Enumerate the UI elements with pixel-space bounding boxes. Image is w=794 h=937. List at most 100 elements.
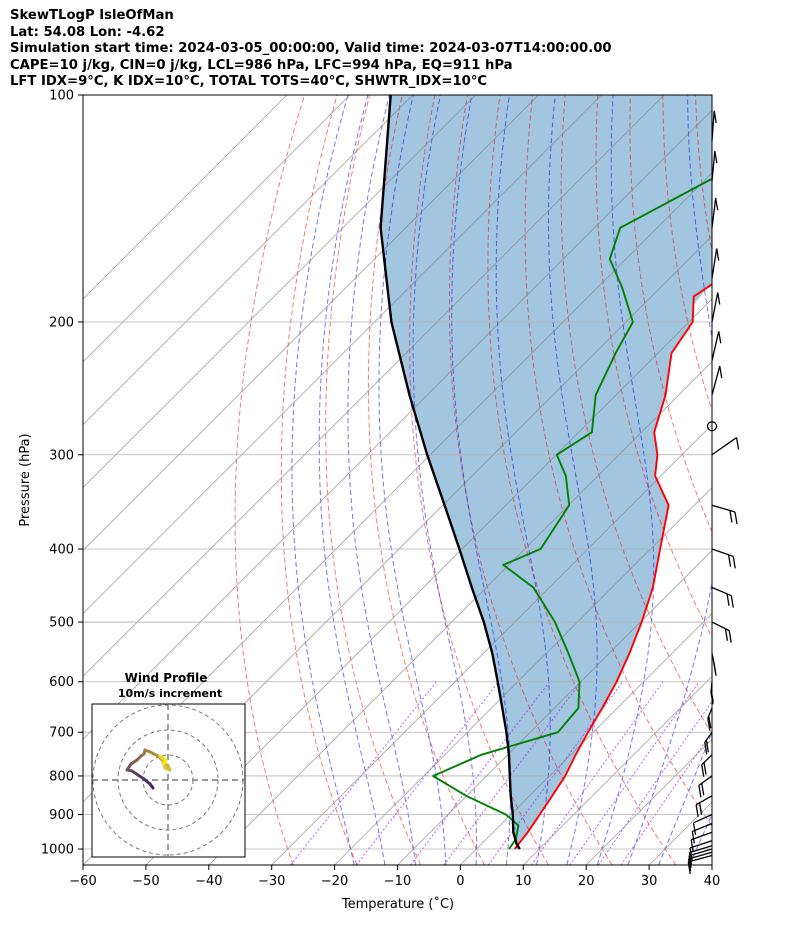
- barb-shaft: [711, 437, 737, 456]
- barb-shaft: [711, 331, 720, 361]
- y-tick-label: 300: [49, 448, 74, 463]
- y-tick-label: 1000: [41, 843, 74, 858]
- barb-shaft: [689, 840, 713, 849]
- dry-adiabat: [280, 95, 358, 865]
- barb-flag: [724, 628, 729, 641]
- wind-barb: [690, 831, 713, 852]
- x-tick-label: −50: [132, 874, 159, 889]
- y-tick-label: 400: [49, 542, 74, 557]
- wind-barb: [689, 840, 713, 860]
- barb-flag: [727, 554, 732, 567]
- wind-barb: [701, 754, 713, 777]
- dry-adiabat: [662, 95, 712, 413]
- barb-flag: [732, 556, 736, 569]
- barb-shaft: [688, 854, 713, 863]
- wind-barb: [695, 795, 713, 817]
- dry-adiabat: [560, 95, 712, 736]
- barb-shaft: [690, 831, 713, 841]
- grid-lines: [83, 95, 712, 865]
- dry-adiabat: [487, 95, 677, 865]
- wind-barb: [687, 854, 713, 875]
- barb-flag: [687, 861, 691, 875]
- inset-title: Wind Profile: [125, 671, 208, 685]
- isotherm: [208, 361, 712, 865]
- barb-shaft: [711, 504, 736, 513]
- barb-flag: [691, 831, 695, 844]
- axes: −60 −50 −40 −30 −20 −10 0 10 20 30 40 1000 900 800 700…: [41, 89, 720, 890]
- wind-barb: [711, 548, 736, 569]
- barb-flag: [692, 822, 697, 835]
- wind-barb: [711, 292, 721, 323]
- barb-flag: [717, 292, 721, 305]
- hodograph: [92, 704, 245, 857]
- barb-flag: [726, 593, 730, 606]
- barb-flag: [735, 437, 740, 450]
- wind-barb: [707, 707, 713, 731]
- barb-flag: [718, 331, 722, 344]
- moist-adiabat: [378, 95, 447, 865]
- isotherm: [83, 95, 413, 426]
- barb-shaft: [698, 775, 713, 786]
- cape-fill: [380, 95, 712, 849]
- barb-flag: [716, 248, 720, 261]
- barb-flag: [719, 365, 723, 379]
- barb-flag: [703, 762, 707, 775]
- mixing-ratio-line: [487, 681, 624, 865]
- barb-shaft: [711, 248, 718, 279]
- dry-adiabat: [234, 95, 305, 865]
- mixing-ratio-line: [569, 681, 700, 865]
- moist-adiabat: [658, 730, 712, 865]
- barb-flag: [715, 197, 719, 211]
- dry-adiabat: [325, 95, 422, 865]
- x-tick-label: 20: [578, 874, 595, 889]
- y-tick-label: 200: [49, 315, 74, 330]
- dry-adiabat: [761, 95, 794, 865]
- wind-barbs: [687, 110, 740, 875]
- wind-barb: [698, 775, 713, 798]
- moist-adiabat: [318, 95, 386, 865]
- calm-circle: [706, 421, 718, 432]
- wind-barb: [711, 331, 722, 361]
- chart-header: SkewTLogP IsleOfMan Lat: 54.08 Lon: -4.6…: [10, 8, 612, 91]
- barb-flag: [698, 802, 703, 815]
- barb-shaft: [711, 292, 719, 323]
- wind-barb: [691, 822, 713, 844]
- dry-adiabat: [409, 95, 549, 865]
- wind-barb: [711, 504, 738, 525]
- moist-adiabat: [291, 95, 355, 865]
- barb-shaft: [692, 822, 713, 833]
- parcel-line: [379, 95, 521, 850]
- barb-shaft: [711, 365, 721, 396]
- isotherm: [711, 864, 712, 865]
- barb-flag: [712, 661, 717, 674]
- barb-flag: [708, 715, 712, 729]
- cape-line: CAPE=10 j/kg, CIN=0 j/kg, LCL=986 hPa, L…: [10, 57, 513, 73]
- plot-area: [83, 95, 794, 865]
- index-line: LFT IDX=9°C, K IDX=10°C, TOTAL TOTS=40°C…: [10, 74, 488, 89]
- isotherm: [523, 675, 712, 865]
- moist-adiabat: [596, 95, 655, 865]
- isotherm: [83, 95, 539, 552]
- barb-flag: [730, 595, 734, 608]
- wind-barb: [688, 848, 713, 868]
- y-tick-label: 900: [49, 808, 74, 823]
- barb-shaft: [711, 197, 717, 228]
- barb-flag: [729, 510, 733, 523]
- isotherm: [145, 298, 712, 865]
- moist-adiabat: [720, 95, 794, 865]
- wind-profile-inset: Wind Profile 10m/s increment: [91, 671, 246, 858]
- wind-barb: [711, 248, 720, 279]
- barb-flag: [695, 804, 699, 817]
- wind-barb: [711, 437, 740, 456]
- x-tick-label: −40: [195, 874, 222, 889]
- barb-shaft: [688, 848, 713, 857]
- barb-shaft: [688, 851, 713, 860]
- title-line: SkewTLogP IsleOfMan: [10, 8, 174, 23]
- barb-flag: [710, 689, 714, 703]
- y-tick-label: 700: [49, 726, 74, 741]
- mixing-ratio-line: [290, 681, 437, 865]
- mixing-ratio-line: [597, 700, 712, 865]
- moist-adiabat: [627, 95, 712, 865]
- barb-flag: [689, 847, 693, 860]
- wind-barb: [711, 586, 734, 608]
